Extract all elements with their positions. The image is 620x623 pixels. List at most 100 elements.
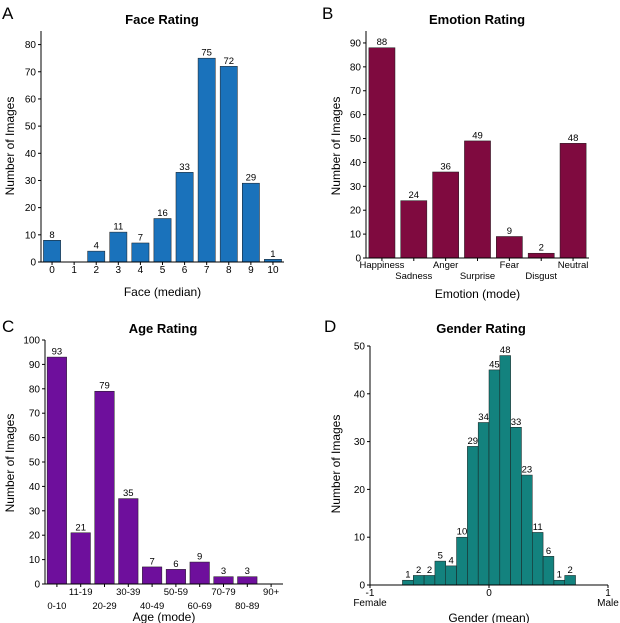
data-label: 4 (448, 555, 453, 566)
bar (142, 566, 163, 585)
y-tick-label: 10 (25, 230, 37, 241)
y-tick-label: 40 (29, 482, 41, 493)
y-tick-label: 10 (354, 533, 366, 544)
bar (131, 242, 150, 263)
y-tick-label: 80 (25, 40, 37, 51)
data-label: 2 (567, 565, 572, 576)
data-label: 7 (138, 232, 143, 243)
bar (219, 66, 238, 263)
x-tick-label: 3 (116, 265, 122, 276)
bar (400, 200, 428, 259)
y-tick-label: 60 (350, 110, 362, 121)
bar (241, 182, 260, 263)
bar (477, 422, 490, 586)
data-label: 21 (75, 522, 86, 533)
data-label: 10 (457, 527, 468, 538)
chart-title: Face Rating (125, 12, 199, 27)
bar (402, 579, 414, 586)
x-tick-label: 80-89 (235, 601, 259, 612)
x-tick-label: 9 (248, 265, 254, 276)
y-tick-label: 70 (29, 409, 41, 420)
x-tick-label: Sadness (395, 271, 432, 282)
data-label: 11 (533, 522, 543, 533)
x-tick-label: 10 (267, 265, 279, 276)
bar (153, 218, 172, 263)
y-tick-label: 70 (25, 67, 37, 78)
y-tick-label: 0 (30, 258, 36, 269)
y-tick-label: 20 (354, 485, 366, 496)
x-tick-label: 0-10 (47, 601, 66, 612)
x-tick-label: 2 (93, 265, 99, 276)
bar (496, 236, 523, 259)
data-label: 1 (557, 570, 562, 581)
data-label: 23 (522, 465, 533, 476)
data-label: 33 (179, 162, 190, 173)
data-label: 6 (546, 546, 551, 557)
bar (432, 171, 459, 259)
x-tick-label: -1 (366, 588, 375, 599)
x-tick-label: 8 (226, 265, 232, 276)
x-tick-note: Male (597, 598, 619, 609)
y-tick-label: 40 (25, 149, 37, 160)
x-tick-label: 50-59 (164, 587, 188, 598)
x-axis-label: Emotion (mode) (435, 287, 520, 301)
panel-letter: D (324, 317, 336, 336)
y-tick-label: 60 (29, 433, 41, 444)
bar (510, 427, 522, 586)
data-label: 88 (377, 37, 388, 48)
bar (553, 579, 565, 586)
bar (542, 556, 555, 586)
bar (445, 565, 457, 586)
y-tick-label: 50 (350, 134, 362, 145)
y-tick-label: 50 (354, 342, 366, 353)
y-tick-label: 30 (350, 182, 362, 193)
data-label: 11 (113, 222, 123, 233)
data-label: 7 (149, 556, 154, 567)
bar (46, 356, 67, 585)
x-tick-label: 0 (486, 588, 492, 599)
data-label: 9 (197, 552, 202, 563)
panel-c: C Age Rating0102030405060708090100930-102… (2, 317, 283, 623)
bar (368, 47, 396, 259)
data-label: 3 (221, 566, 226, 577)
y-tick-label: 20 (29, 531, 41, 542)
x-axis-label: Face (median) (124, 285, 201, 299)
y-tick-label: 40 (350, 158, 362, 169)
y-tick-label: 0 (359, 581, 365, 592)
data-label: 35 (123, 488, 134, 499)
x-tick-label: 5 (160, 265, 166, 276)
bar (499, 355, 511, 586)
bar (118, 498, 139, 585)
bar (87, 250, 106, 263)
x-tick-label: 40-49 (140, 601, 164, 612)
data-label: 36 (440, 161, 451, 172)
bar (189, 561, 210, 585)
data-label: 2 (539, 243, 544, 254)
y-tick-label: 60 (25, 94, 37, 105)
y-tick-label: 0 (355, 254, 361, 265)
y-tick-label: 30 (29, 506, 41, 517)
y-tick-label: 20 (350, 206, 362, 217)
y-tick-label: 90 (29, 360, 41, 371)
y-tick-label: 40 (354, 389, 366, 400)
y-axis-label: Number of Images (329, 415, 343, 514)
data-label: 45 (489, 359, 500, 370)
bar (564, 575, 576, 586)
data-label: 48 (500, 345, 511, 356)
chart-title: Age Rating (129, 321, 198, 336)
data-label: 48 (568, 133, 579, 144)
bar (559, 143, 587, 259)
x-tick-label: 60-69 (188, 601, 212, 612)
data-label: 3 (245, 566, 250, 577)
x-tick-note: Female (353, 598, 387, 609)
x-tick-label: 7 (204, 265, 210, 276)
bar (467, 446, 479, 586)
y-tick-label: 90 (350, 38, 362, 49)
bar (197, 57, 216, 263)
x-axis-label: Age (mode) (133, 610, 196, 623)
bar (175, 172, 194, 263)
x-tick-label: Happiness (359, 260, 404, 271)
